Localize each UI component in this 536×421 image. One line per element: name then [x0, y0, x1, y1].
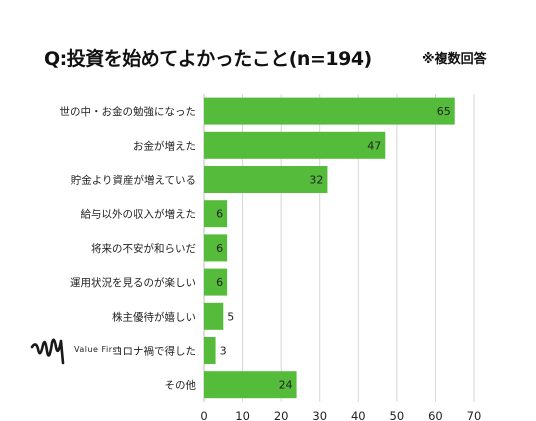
- bar: [204, 200, 228, 228]
- data-label: 6: [216, 276, 223, 289]
- bar: [204, 337, 216, 364]
- x-tick-label: 50: [390, 409, 405, 421]
- title-area: Q:投資を始めてよかったこと(n=194) ※複数回答: [0, 44, 536, 72]
- x-tick-label: 40: [351, 409, 366, 421]
- logo-text: Value First: [74, 345, 121, 354]
- data-label: 47: [367, 139, 381, 152]
- bar: [204, 166, 328, 193]
- category-label: 将来の不安が和らいだ: [91, 242, 196, 255]
- category-label: お金が増えた: [133, 139, 196, 152]
- bar: [204, 302, 224, 330]
- category-label: 運用状況を見るのが楽しい: [70, 276, 196, 289]
- multiple-answer-note: ※複数回答: [422, 52, 487, 67]
- data-label: 5: [227, 310, 234, 323]
- bar: [204, 371, 297, 399]
- bar: [204, 131, 386, 159]
- category-label: 貯金より資産が増えている: [71, 174, 196, 187]
- category-label: 世の中・お金の勉強になった: [60, 105, 197, 118]
- data-label: 32: [309, 174, 323, 187]
- bar: [204, 97, 455, 125]
- x-tick-label: 10: [235, 409, 250, 421]
- x-tick-label: 0: [200, 409, 207, 421]
- category-label: その他: [165, 379, 197, 392]
- category-label: コロナ禍で得した: [112, 345, 196, 358]
- value-first-mark-icon: [30, 338, 65, 365]
- x-tick-label: 20: [274, 409, 289, 421]
- chart-title: Q:投資を始めてよかったこと(n=194): [44, 48, 372, 70]
- category-label: 給与以外の収入が増えた: [81, 208, 197, 221]
- bar: [204, 234, 228, 262]
- value-first-logo: Value First: [30, 333, 170, 367]
- data-label: 65: [437, 105, 451, 118]
- bar: [204, 268, 228, 296]
- data-label: 6: [216, 208, 223, 221]
- category-label: 株主優待が嬉しい: [112, 310, 196, 323]
- x-tick-label: 70: [467, 409, 482, 421]
- data-label: 3: [220, 345, 227, 358]
- x-tick-label: 60: [428, 409, 443, 421]
- data-label: 24: [279, 379, 293, 392]
- x-tick-label: 30: [312, 409, 327, 421]
- data-label: 6: [216, 242, 223, 255]
